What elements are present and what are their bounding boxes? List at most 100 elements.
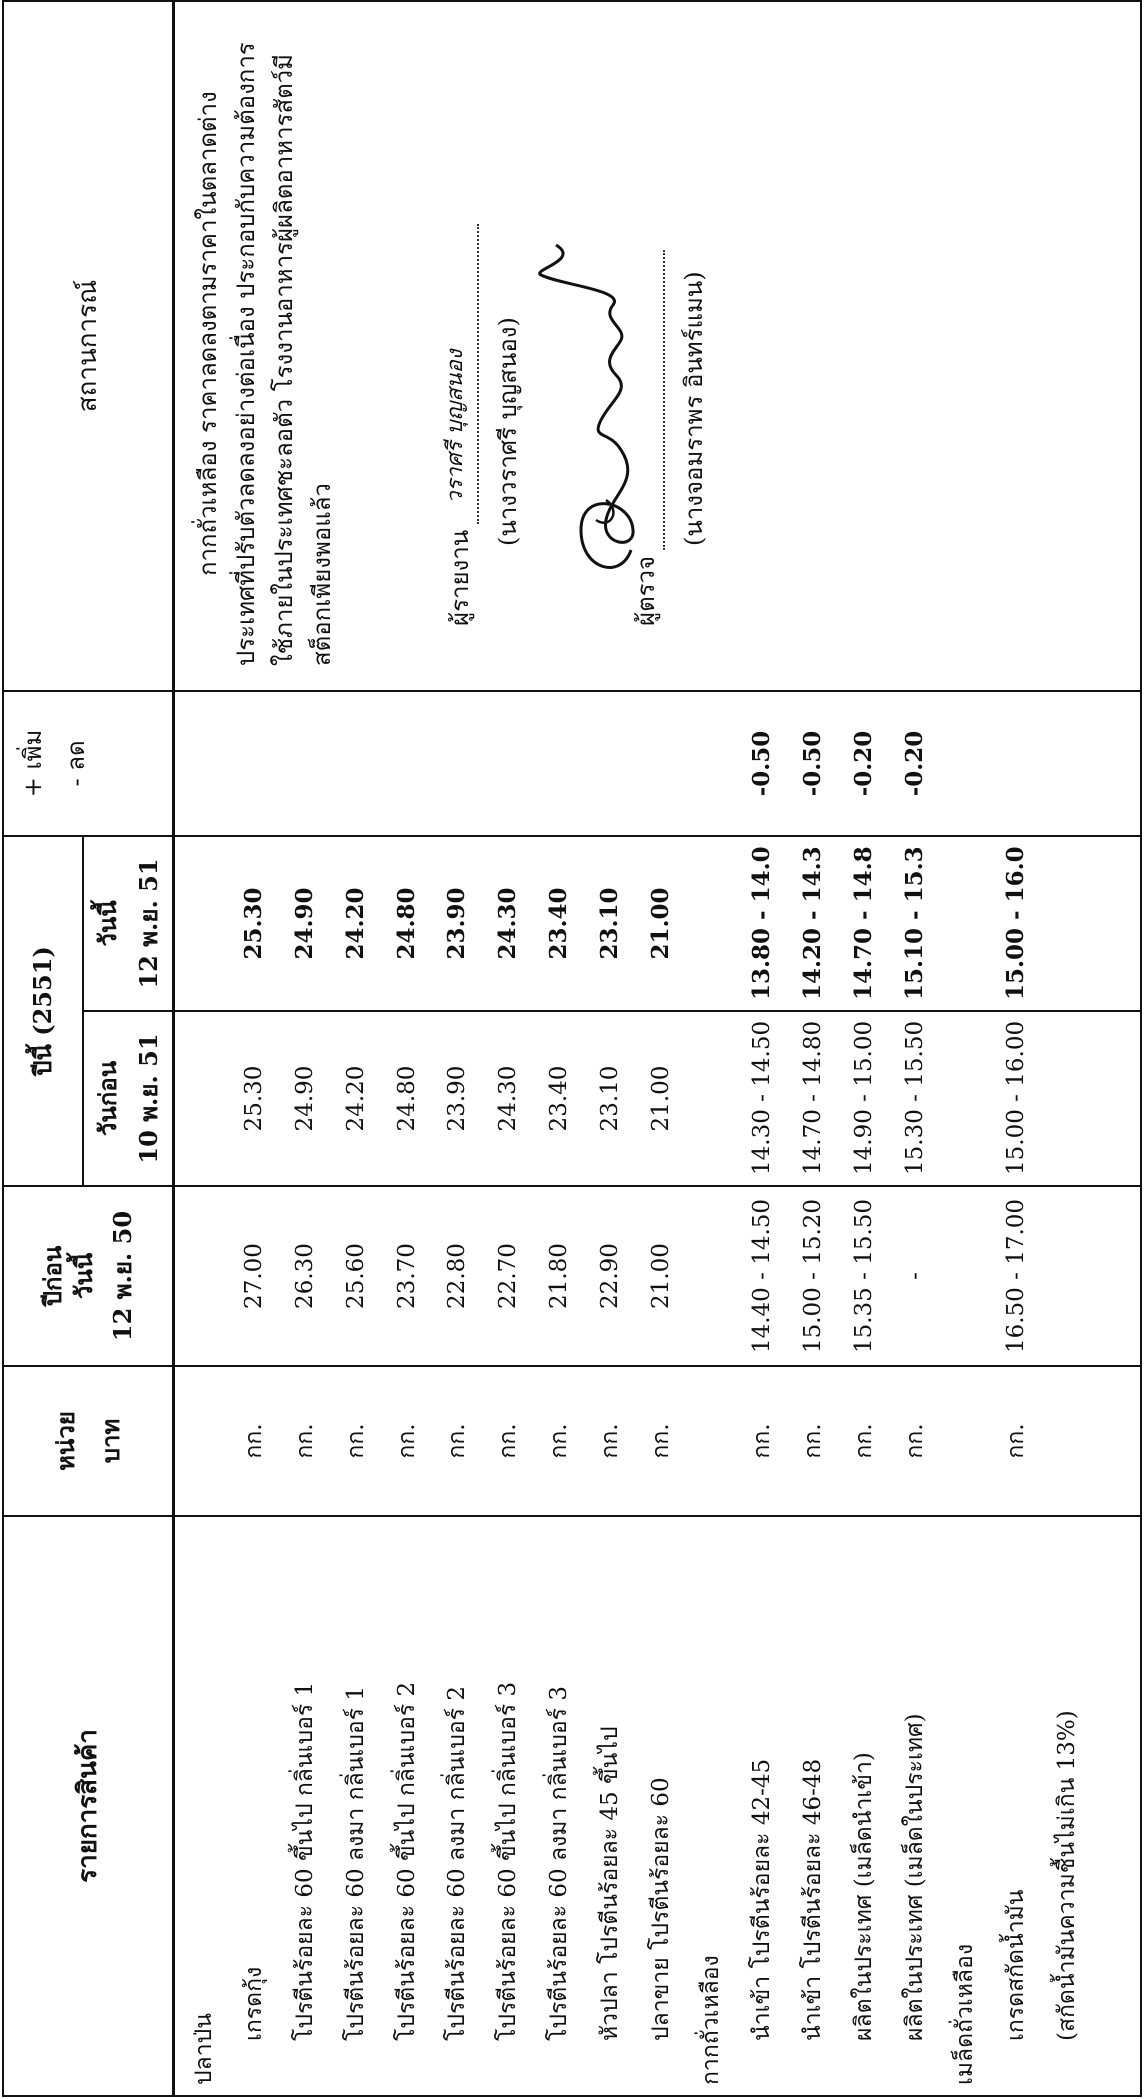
column-units: กก. กก. กก. กก. กก. กก. กก. กก. กก. กก. กก. กก. กก. ก… xyxy=(173,1366,1141,1516)
today-price: 21.00 xyxy=(646,887,674,960)
today-price: 13.80 - 14.00 xyxy=(748,846,776,1000)
prev-day-price xyxy=(686,1022,737,1175)
checker-signature xyxy=(537,243,634,569)
today-price xyxy=(940,847,991,1000)
change-value xyxy=(280,702,331,825)
header-prev-day: วันก่อน 10 พ.ย. 51 xyxy=(83,1011,173,1186)
prev-day-price xyxy=(179,1022,230,1175)
last-year-price: - xyxy=(901,1272,928,1280)
prev-day-price: 15.00 - 16.00 xyxy=(1003,1022,1030,1175)
change-value xyxy=(483,702,534,825)
last-year-price: 22.90 xyxy=(596,1243,623,1309)
last-year-price xyxy=(179,1197,230,1355)
prev-day-price: 14.90 - 15.00 xyxy=(850,1022,877,1175)
change-value: -0.50 xyxy=(799,730,827,797)
change-value xyxy=(534,702,585,825)
prev-day-price xyxy=(1042,1022,1093,1175)
prev-day-price: 14.30 - 14.50 xyxy=(749,1022,776,1175)
item-name: โปรตีนร้อยละ 60 ขึ้นไป กลิ่นเบอร์ 2 xyxy=(393,1681,420,2041)
unit-value: กก. xyxy=(647,1423,674,1459)
reporter-signature-line: วราศรี บุญสนอง xyxy=(442,223,479,524)
checker-signature-line xyxy=(537,243,665,569)
last-year-price: 25.60 xyxy=(342,1243,369,1309)
header-change-minus: - ลด xyxy=(62,740,91,787)
today-price: 23.90 xyxy=(443,887,471,960)
reporter-signature: วราศรี บุญสนอง xyxy=(442,349,468,504)
today-price: 24.30 xyxy=(494,887,522,960)
header-change-plus: + เพิ่ม xyxy=(19,729,47,798)
last-year-price: 16.50 - 17.00 xyxy=(1003,1198,1030,1354)
today-price: 24.90 xyxy=(291,887,319,960)
unit-value: กก. xyxy=(596,1423,623,1459)
prev-day-price: 24.30 xyxy=(495,1065,522,1132)
last-year-price: 27.00 xyxy=(241,1243,268,1309)
last-year-price: 26.30 xyxy=(292,1243,319,1309)
prev-day-price: 21.00 xyxy=(647,1065,674,1132)
header-this-year: ปีนี้ (2551) xyxy=(3,835,83,1186)
today-price: 24.20 xyxy=(341,887,369,960)
prev-day-price: 25.30 xyxy=(241,1065,268,1132)
unit-value: กก. xyxy=(800,1423,827,1459)
change-value: -0.50 xyxy=(748,730,776,797)
prev-day-price: 24.80 xyxy=(393,1065,420,1132)
prev-day-price: 23.90 xyxy=(444,1065,471,1132)
reporter-label: ผู้รายงาน xyxy=(445,529,474,626)
situation-text: กากถั่วเหลือง ราคาลดลงตามราคาในตลาดต่างป… xyxy=(193,42,336,666)
today-price: 15.10 - 15.30 xyxy=(900,846,928,1000)
header-item: รายการสินค้า xyxy=(3,1516,173,2096)
column-today: 25.30 24.90 24.20 24.80 23.90 24.30 23.40 23.10… xyxy=(173,835,1141,1011)
unit-value: กก. xyxy=(342,1423,369,1459)
group-header: ปลาป่น xyxy=(190,2013,217,2085)
change-value xyxy=(382,702,433,825)
prev-day-price: 23.10 xyxy=(596,1065,623,1132)
unit-value xyxy=(940,1377,991,1505)
group-header: เมล็ดถั่วเหลือง xyxy=(952,1943,979,2085)
item-name: ผลิตในประเทศ (เมล็ดนำเข้า) xyxy=(850,1752,877,2041)
unit-value: กก. xyxy=(901,1423,928,1459)
signature-block: ผู้รายงาน วราศรี บุญสนอง (นางวราศรี บุญส… xyxy=(441,26,713,666)
last-year-price: 23.70 xyxy=(393,1243,420,1309)
change-value xyxy=(331,702,382,825)
last-year-price: 22.80 xyxy=(444,1243,471,1309)
checker-name: (นางจอมราพร อินทร์แมน) xyxy=(679,271,708,546)
unit-value xyxy=(1042,1377,1093,1505)
item-name: ผลิตในประเทศ (เมล็ดในประเทศ) xyxy=(901,1713,928,2041)
today-price: 23.10 xyxy=(595,887,623,960)
item-name: ปลาขาย โปรตีนร้อยละ 60 xyxy=(647,1777,674,2041)
column-last-year: 27.00 26.30 25.60 23.70 22.80 22.70 21.80 22.90… xyxy=(173,1186,1141,1366)
unit-value: กก. xyxy=(241,1423,268,1459)
change-value xyxy=(1042,702,1093,825)
last-year-price: 14.40 - 14.50 xyxy=(749,1198,776,1354)
prev-day-price: 23.40 xyxy=(546,1065,573,1132)
today-price: 14.70 - 14.80 xyxy=(849,846,877,1000)
prev-day-price: 24.20 xyxy=(342,1065,369,1132)
change-value xyxy=(179,702,230,825)
change-value xyxy=(432,702,483,825)
column-change: -0.50 -0.50 -0.20 -0.20 xyxy=(173,690,1141,836)
item-name: (สกัดน้ำมันความชื้นไม่เกิน 13%) xyxy=(1054,1710,1081,2041)
header-last-year-label: ปีก่อน xyxy=(37,1245,67,1307)
header-last-year-today: วันนี้ xyxy=(69,1252,99,1300)
change-value xyxy=(686,702,737,825)
last-year-price: 15.35 - 15.50 xyxy=(850,1198,877,1354)
situation-cell: กากถั่วเหลือง ราคาลดลงตามราคาในตลาดต่างป… xyxy=(173,0,1141,691)
header-today: วันนี้ 12 พ.ย. 51 xyxy=(83,835,173,1011)
item-name: นำเข้า โปรตีนร้อยละ 46-48 xyxy=(800,1758,827,2041)
unit-value: กก. xyxy=(1003,1423,1030,1459)
last-year-price xyxy=(940,1197,991,1355)
today-price xyxy=(686,847,737,1000)
reporter-row: ผู้รายงาน วราศรี บุญสนอง xyxy=(441,26,479,626)
change-value xyxy=(636,702,687,825)
header-prev-day-label: วันก่อน xyxy=(92,1060,122,1137)
today-price: 25.30 xyxy=(240,887,268,960)
prev-day-price: 15.30 - 15.50 xyxy=(901,1022,928,1175)
today-price xyxy=(1042,847,1093,1000)
last-year-price: 21.80 xyxy=(546,1243,573,1309)
checker-row: ผู้ตรวจ xyxy=(537,26,665,626)
today-price: 14.20 - 14.30 xyxy=(799,846,827,1000)
unit-value: กก. xyxy=(850,1423,877,1459)
item-name: โปรตีนร้อยละ 60 ลงมา กลิ่นเบอร์ 2 xyxy=(444,1686,471,2041)
item-name: โปรตีนร้อยละ 60 ลงมา กลิ่นเบอร์ 1 xyxy=(342,1686,369,2041)
group-header: กากถั่วเหลือง xyxy=(698,1955,725,2085)
